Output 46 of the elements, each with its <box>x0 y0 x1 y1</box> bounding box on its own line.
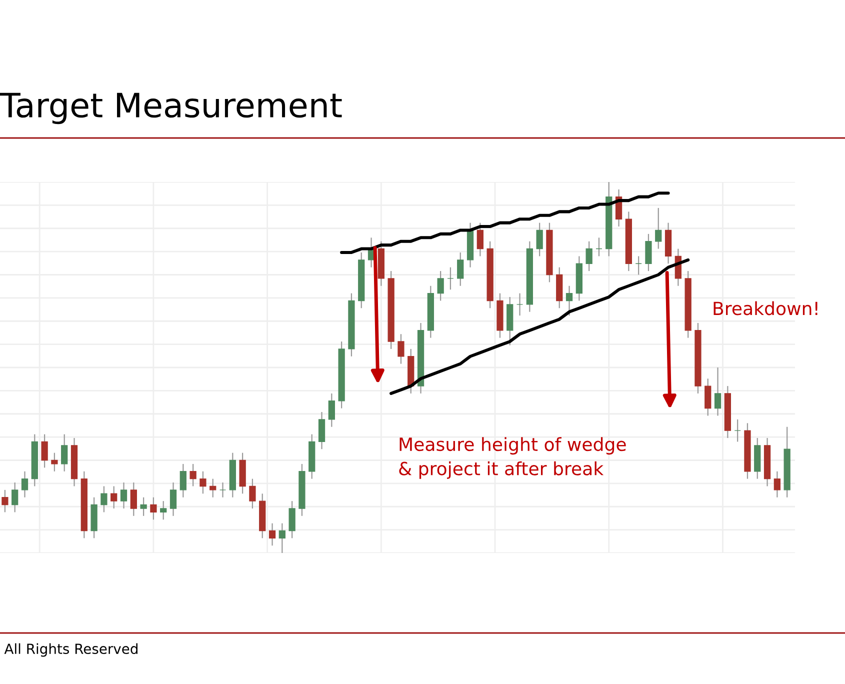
candlestick <box>566 285 573 316</box>
candlestick <box>140 496 147 516</box>
candlestick <box>210 478 216 498</box>
chart-title: Target Measurement <box>0 92 342 124</box>
text: All Rights Reserved <box>4 643 138 657</box>
candlestick <box>437 270 444 302</box>
candlestick <box>536 222 543 257</box>
candlestick <box>130 482 137 516</box>
candlestick <box>447 266 454 290</box>
candlestick <box>318 411 326 450</box>
candlestick <box>734 418 741 442</box>
candlestick <box>120 482 128 510</box>
candlestick <box>586 240 592 272</box>
candlestick <box>596 237 602 257</box>
candlestick <box>704 378 712 416</box>
candlestick <box>190 463 196 487</box>
candlestick <box>100 486 108 513</box>
candlestick <box>268 522 276 546</box>
candlestick <box>200 470 206 494</box>
candlestick <box>21 470 28 498</box>
candlestick <box>61 434 68 472</box>
annotation: Breakdown! <box>714 301 818 316</box>
candlestick <box>180 463 186 498</box>
candlestick <box>2 489 8 513</box>
candlestick <box>635 256 642 276</box>
candlestick <box>714 366 722 416</box>
candlestick <box>160 500 167 520</box>
candlestick <box>150 496 157 520</box>
candlestick <box>774 470 780 498</box>
candlestick <box>219 482 226 498</box>
candlestick <box>288 500 296 539</box>
annotation: Measure height of wedge & project it after break <box>399 437 626 479</box>
candlestick <box>645 233 652 272</box>
candlestick <box>12 482 18 513</box>
candlestick <box>516 292 524 316</box>
candlestick <box>110 486 118 510</box>
candlestick <box>51 452 58 472</box>
candlestick <box>249 478 256 510</box>
candlestick <box>278 522 286 554</box>
candlestick <box>41 434 48 468</box>
candlestick <box>476 222 484 257</box>
candlestick <box>398 334 404 364</box>
candlestick <box>328 392 335 428</box>
candlestick <box>457 252 464 286</box>
candlestick <box>655 207 662 250</box>
candlestick <box>170 482 177 516</box>
